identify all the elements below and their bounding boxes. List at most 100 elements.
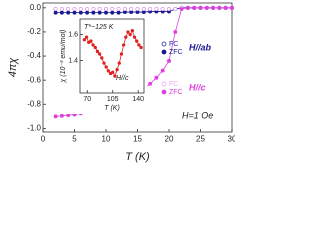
- legend-label: FC: [169, 81, 178, 88]
- x-axis-label: T (K): [125, 151, 150, 163]
- data-point: [59, 7, 64, 11]
- data-point: [148, 81, 153, 86]
- data-point: [116, 10, 121, 15]
- legend-label: FC: [169, 41, 178, 48]
- data-point: [179, 7, 184, 11]
- data-point: [110, 10, 115, 15]
- data-point: [121, 43, 126, 47]
- data-point: [223, 5, 228, 10]
- data-point: [173, 29, 178, 34]
- legend-marker: [161, 49, 167, 55]
- y-tick-label: 0.0: [30, 3, 42, 12]
- legend-group: H//ab: [189, 42, 212, 52]
- data-point: [95, 49, 100, 54]
- data-point: [104, 65, 108, 69]
- data-point: [85, 7, 90, 11]
- data-point: [53, 10, 58, 15]
- y-tick-label: -1.0: [27, 123, 41, 132]
- x-tick-label: 10: [102, 134, 111, 143]
- data-point: [59, 113, 64, 118]
- y-tick-label: -0.4: [27, 51, 41, 60]
- data-point: [173, 7, 178, 11]
- data-point: [97, 7, 102, 11]
- data-point: [111, 70, 115, 74]
- data-point: [116, 7, 121, 11]
- data-point: [185, 5, 190, 10]
- data-point: [154, 75, 159, 80]
- data-point: [128, 32, 132, 37]
- data-point: [132, 35, 137, 39]
- y-axis-label: 4πχ: [7, 57, 19, 77]
- x-tick-label: 5: [72, 134, 77, 143]
- data-point: [78, 10, 83, 15]
- y-tick-label: -0.2: [27, 27, 41, 36]
- data-point: [102, 61, 106, 65]
- y-axis-label: χ (10⁻³ emu/mol): [60, 29, 67, 83]
- x-tick-label: 25: [196, 134, 205, 143]
- y-tick-label: 1.6: [68, 31, 78, 38]
- data-point: [148, 7, 153, 11]
- chart: 0 5 10 15 20 25 30 0.0 -0.2 -0.4 -0.6 -0.8 -1.0 T (K)…: [6, 2, 237, 163]
- x-tick-label: 30: [228, 134, 235, 143]
- data-point: [72, 7, 77, 11]
- data-point: [119, 52, 124, 56]
- data-point: [93, 45, 97, 50]
- legend-marker: [161, 41, 167, 47]
- data-point: [126, 30, 130, 34]
- data-point: [135, 39, 139, 43]
- x-tick-label: 105: [107, 96, 119, 103]
- data-point: [154, 7, 159, 11]
- data-point: [91, 7, 96, 11]
- data-point: [167, 7, 171, 11]
- data-point: [139, 45, 143, 50]
- data-point: [84, 35, 89, 39]
- legend-label: ZFC: [169, 49, 183, 56]
- data-point: [85, 10, 90, 15]
- data-point: [53, 114, 58, 119]
- data-point: [59, 10, 64, 15]
- data-point: [122, 7, 127, 11]
- data-point: [113, 74, 117, 78]
- data-point: [117, 61, 121, 65]
- data-point: [53, 7, 58, 11]
- data-point: [160, 7, 165, 11]
- data-point: [91, 10, 96, 15]
- data-point: [104, 7, 108, 11]
- data-point: [104, 10, 108, 15]
- data-point: [211, 5, 216, 10]
- data-point: [106, 69, 111, 73]
- data-point: [89, 39, 93, 43]
- data-point: [167, 58, 171, 63]
- data-point: [160, 68, 165, 73]
- data-point: [97, 52, 102, 56]
- data-point: [192, 5, 197, 10]
- x-tick-label: 70: [83, 96, 91, 103]
- annotation: H=1 Oe: [182, 110, 213, 120]
- x-tick-label: 140: [132, 96, 144, 103]
- data-point: [66, 10, 71, 15]
- data-point: [97, 10, 102, 15]
- data-point: [72, 10, 77, 15]
- data-point: [82, 38, 87, 42]
- x-tick-label: 0: [41, 134, 46, 143]
- data-point: [110, 7, 115, 11]
- y-tick-label: -0.6: [27, 75, 41, 84]
- inset-title: T*~125 K: [84, 24, 114, 31]
- data-point: [129, 7, 134, 11]
- data-point: [204, 5, 209, 10]
- inset-annotation: H//c: [116, 75, 129, 82]
- data-point: [230, 5, 234, 10]
- data-point: [141, 7, 146, 11]
- legend-marker: [161, 81, 167, 87]
- data-point: [115, 67, 119, 72]
- data-point: [198, 5, 203, 10]
- y-tick-label: 1.4: [68, 57, 78, 64]
- data-point: [124, 35, 128, 39]
- data-point: [66, 7, 71, 11]
- data-point: [66, 113, 71, 118]
- legend-label: ZFC: [169, 89, 183, 96]
- series-layer: [82, 29, 143, 78]
- data-point: [135, 7, 140, 11]
- data-point: [137, 43, 141, 47]
- legend-group: H//c: [189, 82, 206, 92]
